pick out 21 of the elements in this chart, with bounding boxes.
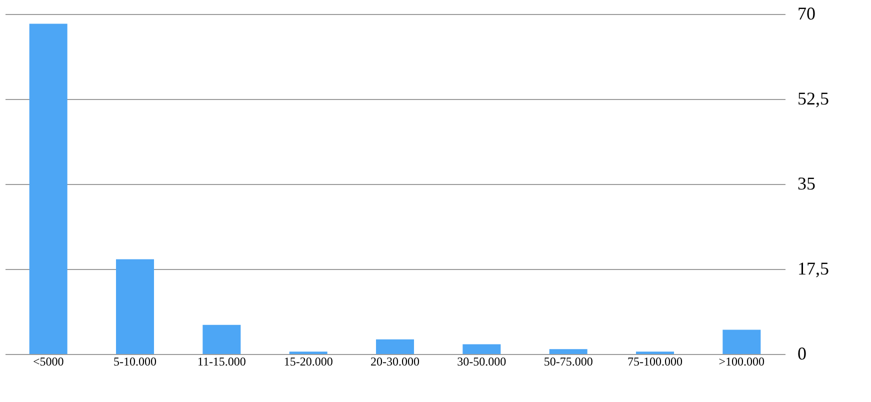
- y-tick-label: 17,5: [798, 258, 829, 278]
- x-tick-label: 5-10.000: [114, 354, 156, 368]
- x-tick-label: 11-15.000: [197, 354, 246, 368]
- bar: [29, 24, 68, 354]
- bar: [376, 339, 414, 354]
- y-tick-label: 35: [798, 174, 816, 194]
- bar: [462, 344, 501, 354]
- x-tick-label: 15-20.000: [284, 354, 333, 368]
- bar: [549, 349, 588, 354]
- y-tick-label: 52,5: [798, 88, 829, 108]
- y-tick-label: 70: [798, 4, 816, 24]
- x-tick-label: 75-100.000: [628, 354, 682, 368]
- x-tick-label: >100.000: [718, 354, 765, 368]
- y-tick-label: 0: [798, 344, 806, 364]
- x-tick-label: 20-30.000: [370, 354, 420, 368]
- bar: [722, 330, 761, 354]
- x-tick-label: <5000: [32, 354, 64, 368]
- x-tick-label: 30-50.000: [457, 354, 506, 368]
- bar: [202, 324, 241, 354]
- x-tick-label: 50-75.000: [544, 354, 593, 368]
- bar: [116, 259, 154, 354]
